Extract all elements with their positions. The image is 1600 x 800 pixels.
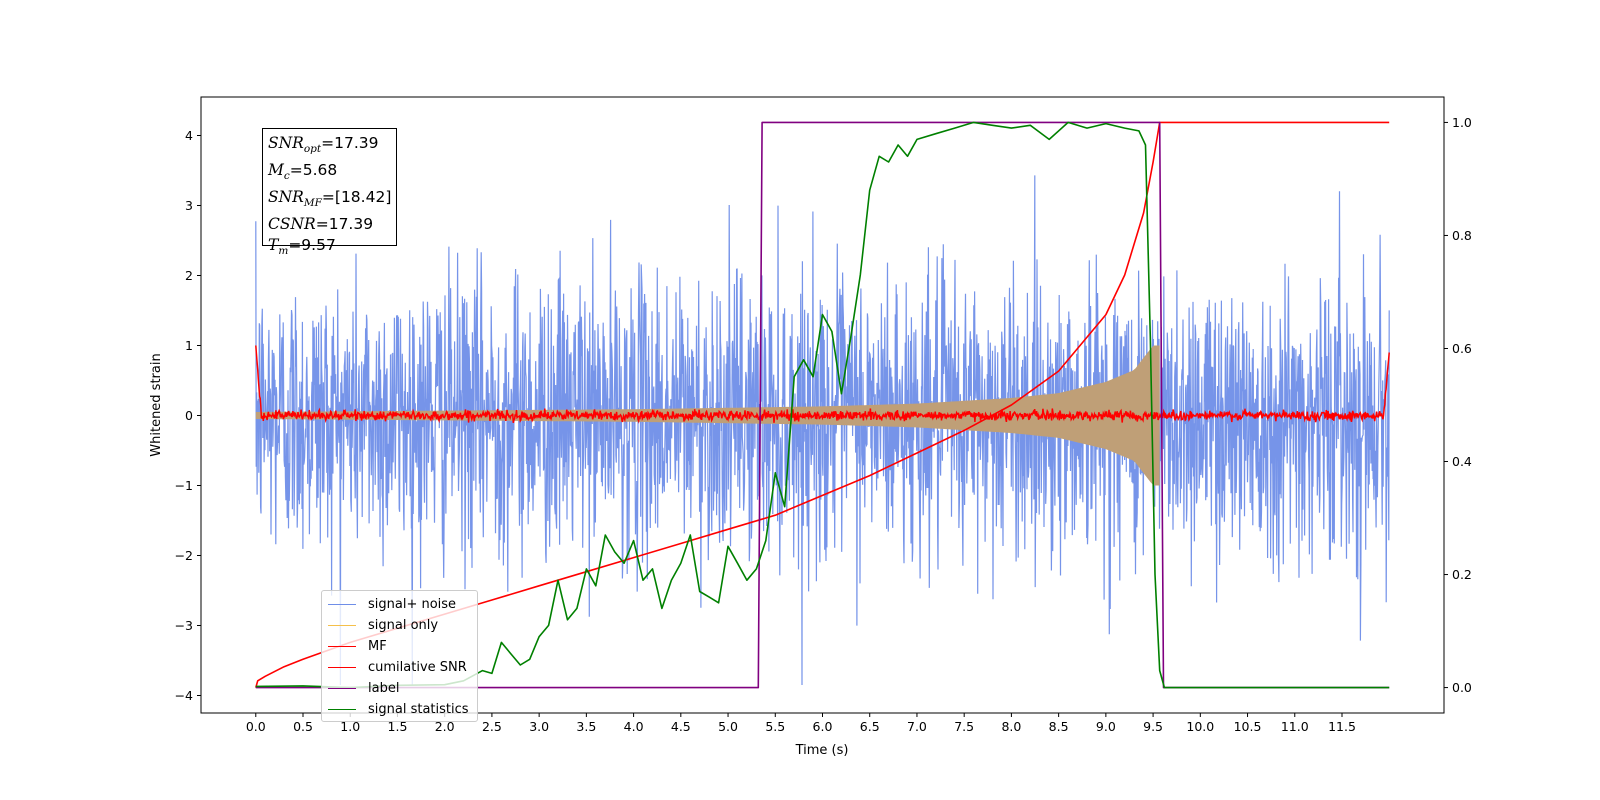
y2-tick-label: 0.2 [1452, 567, 1472, 582]
x-tick-label: 4.5 [671, 719, 691, 734]
y2-ticks: 0.0 0.2 0.4 0.6 0.8 1.0 [1444, 115, 1472, 695]
x-tick-label: 8.0 [1001, 719, 1021, 734]
x-tick-label: 10.0 [1186, 719, 1214, 734]
legend-label: cumilative SNR [368, 660, 467, 675]
y-tick-label: 1 [185, 338, 193, 353]
x-tick-label: 8.5 [1049, 719, 1069, 734]
x-tick-label: 6.5 [860, 719, 880, 734]
y2-tick-label: 0.4 [1452, 454, 1472, 469]
legend: signal+ noise signal only MF cumilative … [321, 590, 478, 722]
legend-label: signal+ noise [368, 597, 457, 612]
legend-label: MF [368, 639, 387, 654]
x-tick-label: 2.0 [435, 719, 455, 734]
legend-swatch [328, 625, 356, 626]
stats-annotation-box: SNRopt=17.39 Mc=5.68 SNRMF=[18.42] CSNR=… [262, 128, 397, 257]
x-tick-label: 9.0 [1096, 719, 1116, 734]
legend-label: label [368, 681, 400, 696]
x-tick-label: 3.0 [529, 719, 549, 734]
y-tick-label: −4 [175, 688, 193, 703]
legend-item-cumulative-snr: cumilative SNR [328, 657, 471, 678]
x-tick-label: 7.0 [907, 719, 927, 734]
x-tick-label: 1.0 [340, 719, 360, 734]
y2-tick-label: 0.0 [1452, 680, 1472, 695]
y-tick-label: 3 [185, 198, 193, 213]
series-signal-statistics [255, 121, 1390, 689]
annotation-csnr: CSNR=17.39 [268, 215, 374, 234]
x-tick-label: 7.5 [954, 719, 974, 734]
y-tick-label: 2 [185, 268, 193, 283]
legend-label: signal only [368, 618, 439, 633]
legend-item-signal-only: signal only [328, 615, 471, 636]
legend-swatch [328, 688, 356, 689]
x-tick-label: 9.5 [1143, 719, 1163, 734]
legend-swatch [328, 646, 356, 647]
annotation-snr-opt: SNRopt=17.39 [268, 134, 379, 156]
x-tick-label: 10.5 [1234, 719, 1262, 734]
x-tick-label: 4.0 [624, 719, 644, 734]
legend-item-signal-statistics: signal statistics [328, 699, 471, 720]
x-tick-label: 11.5 [1328, 719, 1356, 734]
series-mf [255, 345, 1390, 424]
annotation-snr-mf: SNRMF=[18.42] [268, 188, 392, 210]
x-tick-label: 5.0 [718, 719, 738, 734]
y2-tick-label: 0.8 [1452, 228, 1472, 243]
annotation-chirp-mass: Mc=5.68 [268, 161, 338, 183]
y-tick-label: −1 [175, 478, 193, 493]
legend-item-signal-noise: signal+ noise [328, 594, 471, 615]
legend-swatch [328, 709, 356, 710]
legend-item-label: label [328, 678, 471, 699]
x-ticks: 0.0 0.5 1.0 1.5 2.0 2.5 3.0 3.5 4.0 4.5 5.0 5.5 6.0 6… [246, 713, 1356, 734]
x-tick-label: 0.0 [246, 719, 266, 734]
x-axis-label: Time (s) [795, 743, 849, 758]
x-tick-label: 11.0 [1281, 719, 1309, 734]
x-tick-label: 3.5 [576, 719, 596, 734]
y-tick-label: −2 [175, 548, 193, 563]
y-tick-label: 0 [185, 408, 193, 423]
y-tick-label: −3 [175, 618, 193, 633]
y2-tick-label: 0.6 [1452, 341, 1472, 356]
x-tick-label: 1.5 [388, 719, 408, 734]
y2-tick-label: 1.0 [1452, 115, 1472, 130]
x-tick-label: 5.5 [765, 719, 785, 734]
y-ticks: −4 −3 −2 −1 0 1 2 3 4 [175, 128, 201, 703]
y-axis-label: Whitened strain [149, 353, 164, 456]
legend-swatch [328, 604, 356, 605]
legend-swatch [328, 667, 356, 668]
legend-item-mf: MF [328, 636, 471, 657]
x-tick-label: 2.5 [482, 719, 502, 734]
legend-label: signal statistics [368, 702, 469, 717]
x-tick-label: 6.0 [813, 719, 833, 734]
series-signal-noise [255, 175, 1390, 686]
annotation-tm: Tm=9.57 [268, 236, 336, 258]
x-tick-label: 0.5 [293, 719, 313, 734]
y-tick-label: 4 [185, 128, 193, 143]
